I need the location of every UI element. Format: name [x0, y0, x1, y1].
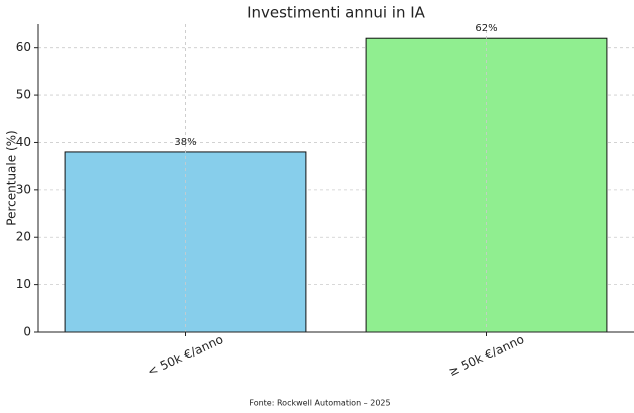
- y-tick-label: 40: [16, 135, 31, 149]
- y-tick-label: 30: [16, 182, 31, 196]
- chart-title: Investimenti annui in IA: [247, 4, 426, 22]
- value-label: 62%: [475, 23, 497, 34]
- source-note: Fonte: Rockwell Automation – 2025: [249, 399, 390, 408]
- y-tick-label: 50: [16, 88, 31, 102]
- y-tick-label: 20: [16, 230, 31, 244]
- y-tick-label: 10: [16, 277, 31, 291]
- bar: [365, 37, 608, 333]
- y-tick-label: 60: [16, 40, 31, 54]
- y-axis-label: Percentuale (%): [5, 130, 19, 225]
- value-label: 38%: [174, 137, 196, 148]
- y-tick-label: 0: [23, 325, 31, 339]
- x-tick-label: < 50k €/anno: [145, 332, 225, 379]
- x-tick-label: ≥ 50k €/anno: [446, 332, 526, 379]
